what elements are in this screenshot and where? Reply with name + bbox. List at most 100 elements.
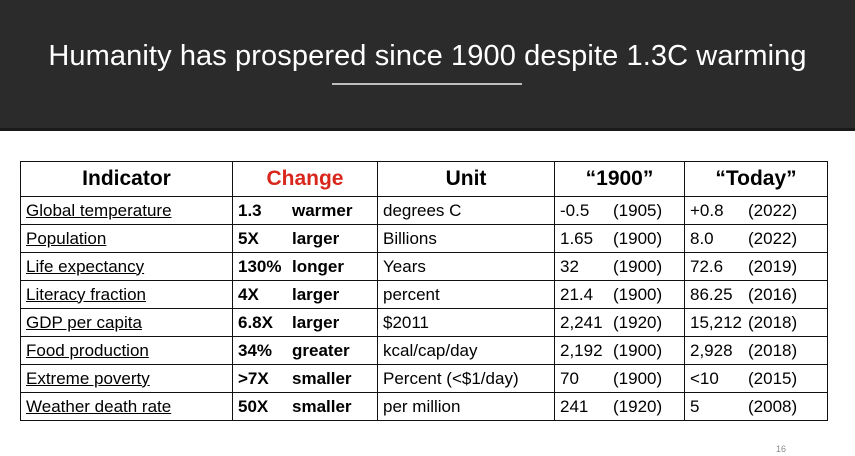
value-today: <10 <box>690 368 719 388</box>
table-row: GDP per capita 6.8X larger $2011 2,241 (1920)… <box>20 308 828 337</box>
value-today: +0.8 <box>690 200 724 220</box>
indicator-link[interactable]: Global temperature <box>20 196 233 225</box>
unit-cell: Percent (<$1/day) <box>377 364 555 393</box>
value-1900-cell: 2,192 (1900) <box>554 336 685 365</box>
table-row: Literacy fraction 4X larger percent 21.4 (190… <box>20 280 828 309</box>
change-cell: 50X smaller <box>232 392 378 421</box>
title-underline <box>332 83 522 85</box>
table-row: Weather death rate 50X smaller per million 2… <box>20 392 828 421</box>
change-cell: 1.3 warmer <box>232 196 378 225</box>
change-word: larger <box>292 228 340 248</box>
indicator-link[interactable]: Literacy fraction <box>20 280 233 309</box>
change-word: smaller <box>292 396 352 416</box>
value-today: 2,928 <box>690 340 733 360</box>
value-today-cell: 2,928 (2018) <box>684 336 828 365</box>
value-1900: -0.5 <box>560 200 590 220</box>
header-change: Change <box>232 161 378 197</box>
value-today: 15,212 <box>690 312 742 332</box>
indicator-link[interactable]: Weather death rate <box>20 392 233 421</box>
value-today-cell: 72.6 (2019) <box>684 252 828 281</box>
change-word: smaller <box>292 368 352 388</box>
value-today: 8.0 <box>690 228 714 248</box>
unit-cell: $2011 <box>377 308 555 337</box>
indicator-table: Indicator Change Unit “1900” “Today” Glo… <box>20 161 828 421</box>
change-cell: >7X smaller <box>232 364 378 393</box>
value-today: 72.6 <box>690 256 724 276</box>
value-today-cell: <10 (2015) <box>684 364 828 393</box>
header-1900: “1900” <box>554 161 685 197</box>
table-row: Global temperature 1.3 warmer degrees C -0.5… <box>20 196 828 225</box>
year-today: (2022) <box>748 228 798 248</box>
year-1900: (1900) <box>613 256 663 276</box>
value-1900: 2,241 <box>560 312 603 332</box>
unit-cell: percent <box>377 280 555 309</box>
indicator-link[interactable]: Life expectancy <box>20 252 233 281</box>
unit-cell: Billions <box>377 224 555 253</box>
value-today-cell: 15,212 (2018) <box>684 308 828 337</box>
table-row: Extreme poverty >7X smaller Percent (<$1/da… <box>20 364 828 393</box>
change-amount: 5X <box>238 228 259 248</box>
change-word: larger <box>292 312 340 332</box>
indicator-link[interactable]: Food production <box>20 336 233 365</box>
value-1900-cell: 241 (1920) <box>554 392 685 421</box>
value-today-cell: 5 (2008) <box>684 392 828 421</box>
year-1900: (1905) <box>613 200 663 220</box>
indicator-link[interactable]: Extreme poverty <box>20 364 233 393</box>
table-header-row: Indicator Change Unit “1900” “Today” <box>20 161 828 197</box>
value-1900: 32 <box>560 256 579 276</box>
page-number: 16 <box>776 444 787 454</box>
value-today: 86.25 <box>690 284 733 304</box>
change-amount: 1.3 <box>238 200 262 220</box>
slide-header: Humanity has prospered since 1900 despit… <box>0 0 855 131</box>
change-cell: 130% longer <box>232 252 378 281</box>
change-amount: 4X <box>238 284 259 304</box>
value-1900-cell: 2,241 (1920) <box>554 308 685 337</box>
year-1900: (1920) <box>613 312 663 332</box>
slide-title: Humanity has prospered since 1900 despit… <box>48 40 807 72</box>
change-amount: >7X <box>238 368 269 388</box>
indicator-link[interactable]: GDP per capita <box>20 308 233 337</box>
value-1900-cell: 21.4 (1900) <box>554 280 685 309</box>
change-word: longer <box>292 256 344 276</box>
table-row: Food production 34% greater kcal/cap/day 2,1… <box>20 336 828 365</box>
year-1900: (1900) <box>613 228 663 248</box>
value-1900: 1.65 <box>560 228 594 248</box>
year-1900: (1920) <box>613 396 663 416</box>
value-today-cell: 8.0 (2022) <box>684 224 828 253</box>
year-today: (2018) <box>748 340 798 360</box>
year-today: (2018) <box>748 312 798 332</box>
unit-cell: kcal/cap/day <box>377 336 555 365</box>
header-unit: Unit <box>377 161 555 197</box>
change-cell: 5X larger <box>232 224 378 253</box>
year-today: (2019) <box>748 256 798 276</box>
value-1900-cell: -0.5 (1905) <box>554 196 685 225</box>
table-row: Life expectancy 130% longer Years 32 (1900) 72… <box>20 252 828 281</box>
year-today: (2022) <box>748 200 798 220</box>
year-1900: (1900) <box>613 284 663 304</box>
year-today: (2016) <box>748 284 798 304</box>
year-today: (2008) <box>748 396 798 416</box>
year-1900: (1900) <box>613 340 663 360</box>
header-today: “Today” <box>684 161 828 197</box>
unit-cell: per million <box>377 392 555 421</box>
change-word: larger <box>292 284 340 304</box>
change-amount: 130% <box>238 256 282 276</box>
value-1900: 2,192 <box>560 340 603 360</box>
change-cell: 34% greater <box>232 336 378 365</box>
value-today: 5 <box>690 396 700 416</box>
unit-cell: Years <box>377 252 555 281</box>
value-1900: 21.4 <box>560 284 594 304</box>
value-1900-cell: 32 (1900) <box>554 252 685 281</box>
value-1900-cell: 1.65 (1900) <box>554 224 685 253</box>
value-1900: 70 <box>560 368 579 388</box>
unit-cell: degrees C <box>377 196 555 225</box>
value-today-cell: 86.25 (2016) <box>684 280 828 309</box>
change-word: greater <box>292 340 350 360</box>
value-1900: 241 <box>560 396 589 416</box>
change-cell: 6.8X larger <box>232 308 378 337</box>
change-amount: 34% <box>238 340 273 360</box>
change-amount: 50X <box>238 396 269 416</box>
change-cell: 4X larger <box>232 280 378 309</box>
indicator-link[interactable]: Population <box>20 224 233 253</box>
value-1900-cell: 70 (1900) <box>554 364 685 393</box>
